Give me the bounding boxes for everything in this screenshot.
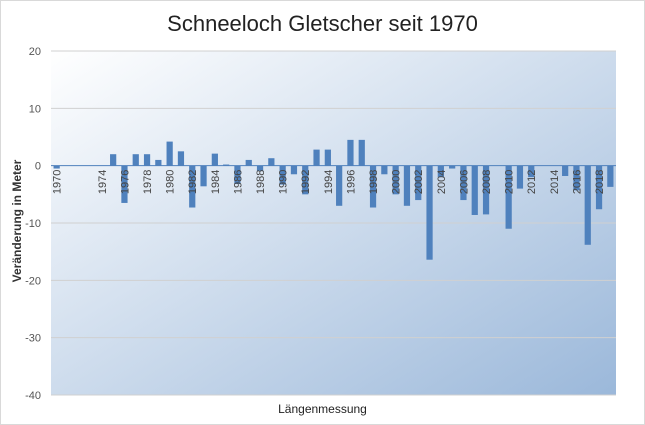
- bar-1997: [358, 139, 365, 166]
- bar-1982: [189, 165, 196, 208]
- x-tick-label: 1980: [165, 170, 177, 194]
- x-tick-label: 2002: [413, 170, 425, 194]
- bar-1970: [53, 165, 60, 169]
- bar-2012: [528, 165, 535, 178]
- bar-2015: [562, 165, 569, 176]
- bar-1998: [369, 165, 377, 208]
- bar-1977: [132, 154, 139, 166]
- x-tick-label: 2010: [504, 170, 516, 194]
- bar-2008: [482, 165, 490, 215]
- bar-1994: [324, 149, 331, 166]
- y-axis-label-wrap: Veränderung in Meter: [9, 71, 25, 371]
- bar-2010: [505, 165, 512, 229]
- bar-2007: [471, 165, 478, 215]
- x-tick-label: 2012: [526, 170, 538, 194]
- bar-1978: [143, 154, 151, 166]
- bar-2004: [437, 165, 444, 178]
- bar-1992: [302, 165, 309, 195]
- bar-2017: [584, 165, 591, 245]
- bar-2000: [392, 165, 399, 195]
- bar-1983: [200, 165, 207, 187]
- y-tick-label: 10: [29, 103, 41, 115]
- y-tick-label: -20: [25, 275, 41, 287]
- bar-2005: [449, 165, 456, 169]
- x-tick-label: 1988: [255, 170, 267, 194]
- x-tick-label: 2006: [458, 170, 470, 194]
- x-tick-label: 1998: [368, 170, 380, 194]
- x-tick-label: 1976: [119, 170, 131, 194]
- x-tick-label: 1984: [210, 170, 222, 194]
- x-tick-label: 2018: [594, 170, 606, 194]
- chart-title: Schneeloch Gletscher seit 1970: [167, 11, 478, 36]
- bar-1996: [347, 139, 354, 166]
- bar-1991: [290, 165, 298, 175]
- bar-1990: [279, 165, 286, 185]
- y-axis-label: Veränderung in Meter: [10, 159, 24, 283]
- x-tick-label: 1978: [142, 170, 154, 194]
- x-tick-label: 1982: [187, 170, 199, 194]
- y-tick-label: -40: [25, 390, 41, 402]
- bar-1984: [211, 153, 218, 166]
- bar-2006: [460, 165, 467, 201]
- x-tick-label: 1992: [300, 170, 312, 194]
- bar-1979: [155, 159, 162, 166]
- y-tick-label: 0: [35, 161, 41, 173]
- bar-2001: [403, 165, 411, 206]
- y-tick-label: 20: [29, 46, 41, 58]
- x-axis-label: Längenmessung: [278, 402, 367, 416]
- bar-1989: [268, 158, 275, 166]
- x-tick-label: 1986: [232, 170, 244, 194]
- y-tick-label: -30: [25, 333, 41, 345]
- bar-1987: [245, 159, 252, 166]
- x-tick-label: 2000: [391, 170, 403, 194]
- bar-2016: [573, 165, 580, 191]
- bar-1975: [110, 154, 117, 166]
- bar-1988: [256, 165, 264, 171]
- x-tick-label: 1974: [97, 170, 109, 194]
- bar-2002: [415, 165, 422, 201]
- bar-1999: [381, 165, 388, 175]
- x-tick-label: 2016: [571, 170, 583, 194]
- x-tick-label: 1970: [52, 170, 64, 194]
- x-tick-label: 1996: [345, 170, 357, 194]
- bar-2018: [595, 165, 603, 210]
- x-tick-label: 2004: [436, 170, 448, 194]
- bar-1995: [336, 165, 343, 206]
- bar-2019: [607, 165, 614, 187]
- bar-1993: [313, 149, 320, 166]
- y-tick-label: -10: [25, 218, 41, 230]
- x-tick-label: 1990: [278, 170, 290, 194]
- bar-1985: [223, 164, 230, 166]
- x-tick-label: 2008: [481, 170, 493, 194]
- bar-1986: [234, 165, 241, 185]
- bar-1976: [121, 165, 128, 203]
- x-tick-label: 2014: [549, 170, 561, 194]
- bar-1981: [177, 151, 185, 166]
- x-tick-label: 1994: [323, 170, 335, 194]
- bar-1980: [166, 141, 173, 166]
- bar-2003: [426, 165, 433, 260]
- bar-2011: [516, 165, 524, 189]
